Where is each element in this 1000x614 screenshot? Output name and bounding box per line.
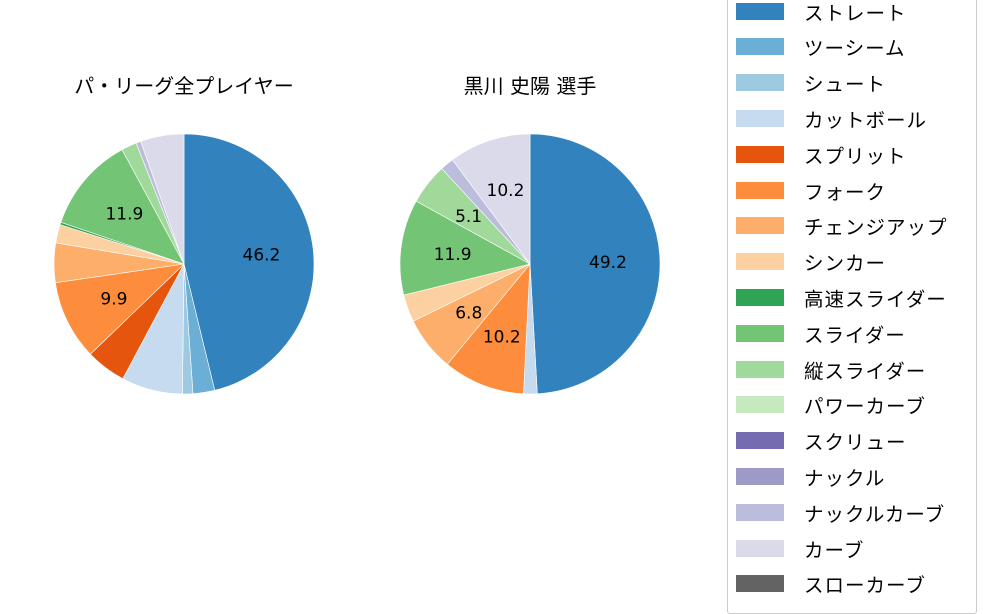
legend-swatch (736, 288, 784, 306)
legend-label: カーブ (804, 538, 865, 562)
legend-label: 高速スライダー (804, 287, 947, 311)
pie-slice-label: 6.8 (455, 303, 482, 323)
legend-swatch (736, 324, 784, 342)
legend-item: シュート (736, 68, 886, 98)
legend-item: 縦スライダー (736, 354, 926, 384)
legend-label: カットボール (804, 108, 928, 132)
legend-item: スクリュー (736, 426, 907, 456)
legend-item: ナックルカーブ (736, 497, 945, 527)
legend-label: スライダー (804, 323, 906, 347)
legend-label: スプリット (804, 144, 907, 168)
legend-swatch (736, 217, 784, 235)
legend-swatch (736, 2, 784, 20)
legend-item: スライダー (736, 318, 906, 348)
legend-label: パワーカーブ (804, 395, 926, 419)
legend-item: ツーシーム (736, 32, 906, 62)
legend-item: チェンジアップ (736, 211, 948, 241)
chart-title-league: パ・リーグ全プレイヤー (74, 74, 294, 98)
legend-swatch (736, 360, 784, 378)
pie-chart-league: 46.2 9.9 11.9 (53, 133, 315, 395)
legend-item: フォーク (736, 175, 886, 205)
legend-label: チェンジアップ (804, 216, 948, 240)
legend-label: シュート (804, 73, 887, 97)
pie-slice (451, 133, 531, 265)
legend-label: スローカーブ (804, 574, 926, 598)
pie-charts: 46.29.911.9 49.210.26.811.95.110.2 (53, 133, 661, 395)
legend-label: シンカー (804, 252, 887, 276)
pie-chart-player: 49.210.26.811.95.110.2 (399, 133, 661, 395)
legend-swatch (736, 503, 784, 521)
legend-item: シンカー (736, 247, 886, 277)
legend-swatch (736, 539, 784, 557)
legend-item: スプリット (736, 139, 907, 169)
pie-slice-label: 10.2 (487, 181, 525, 201)
legend-item: ストレート (736, 0, 907, 26)
legend-label: フォーク (804, 180, 887, 204)
legend-item: 高速スライダー (736, 282, 947, 312)
legend-label: スクリュー (804, 431, 907, 455)
legend-swatch (736, 145, 784, 163)
legend-swatch (736, 109, 784, 127)
pie-slice-label: 9.9 (100, 289, 127, 309)
legend-item: カーブ (736, 533, 864, 563)
legend-label: ナックル (804, 466, 886, 490)
legend-label: ツーシーム (804, 37, 906, 61)
legend-swatch (736, 253, 784, 271)
pie-slice (60, 149, 185, 265)
pie-slice (55, 263, 185, 355)
legend-swatch (736, 467, 784, 485)
legend-swatch (736, 432, 784, 450)
legend-swatch (736, 181, 784, 199)
legend-item: ナックル (736, 461, 885, 491)
legend-item: パワーカーブ (736, 390, 926, 420)
pie-slice-label: 11.9 (105, 205, 143, 225)
pie-slice-label: 49.2 (589, 253, 627, 273)
legend-swatch (736, 396, 784, 414)
legend-swatch (736, 38, 784, 56)
legend-item: スローカーブ (736, 569, 926, 599)
pie-slice-label: 11.9 (434, 245, 472, 265)
pie-slice (183, 133, 315, 391)
legend: ストレートツーシームシュートカットボール スプリットフォークチェンジアップ シンカー… (727, 0, 977, 614)
pie-slice (446, 263, 531, 395)
pie-slice (399, 200, 531, 296)
pie-slice (529, 133, 661, 395)
pie-slice (140, 133, 185, 265)
legend-label: 縦スライダー (804, 359, 927, 383)
legend-swatch (736, 575, 784, 593)
legend-label: ナックルカーブ (804, 502, 946, 526)
pie-slice-label: 5.1 (455, 207, 482, 227)
chart-title-player: 黒川 史陽 選手 (463, 74, 597, 98)
pie-slice-label: 10.2 (483, 328, 521, 348)
legend-item: カットボール (736, 103, 927, 133)
legend-label: ストレート (804, 1, 907, 25)
pie-slice-label: 46.2 (243, 246, 281, 266)
legend-swatch (736, 74, 784, 92)
